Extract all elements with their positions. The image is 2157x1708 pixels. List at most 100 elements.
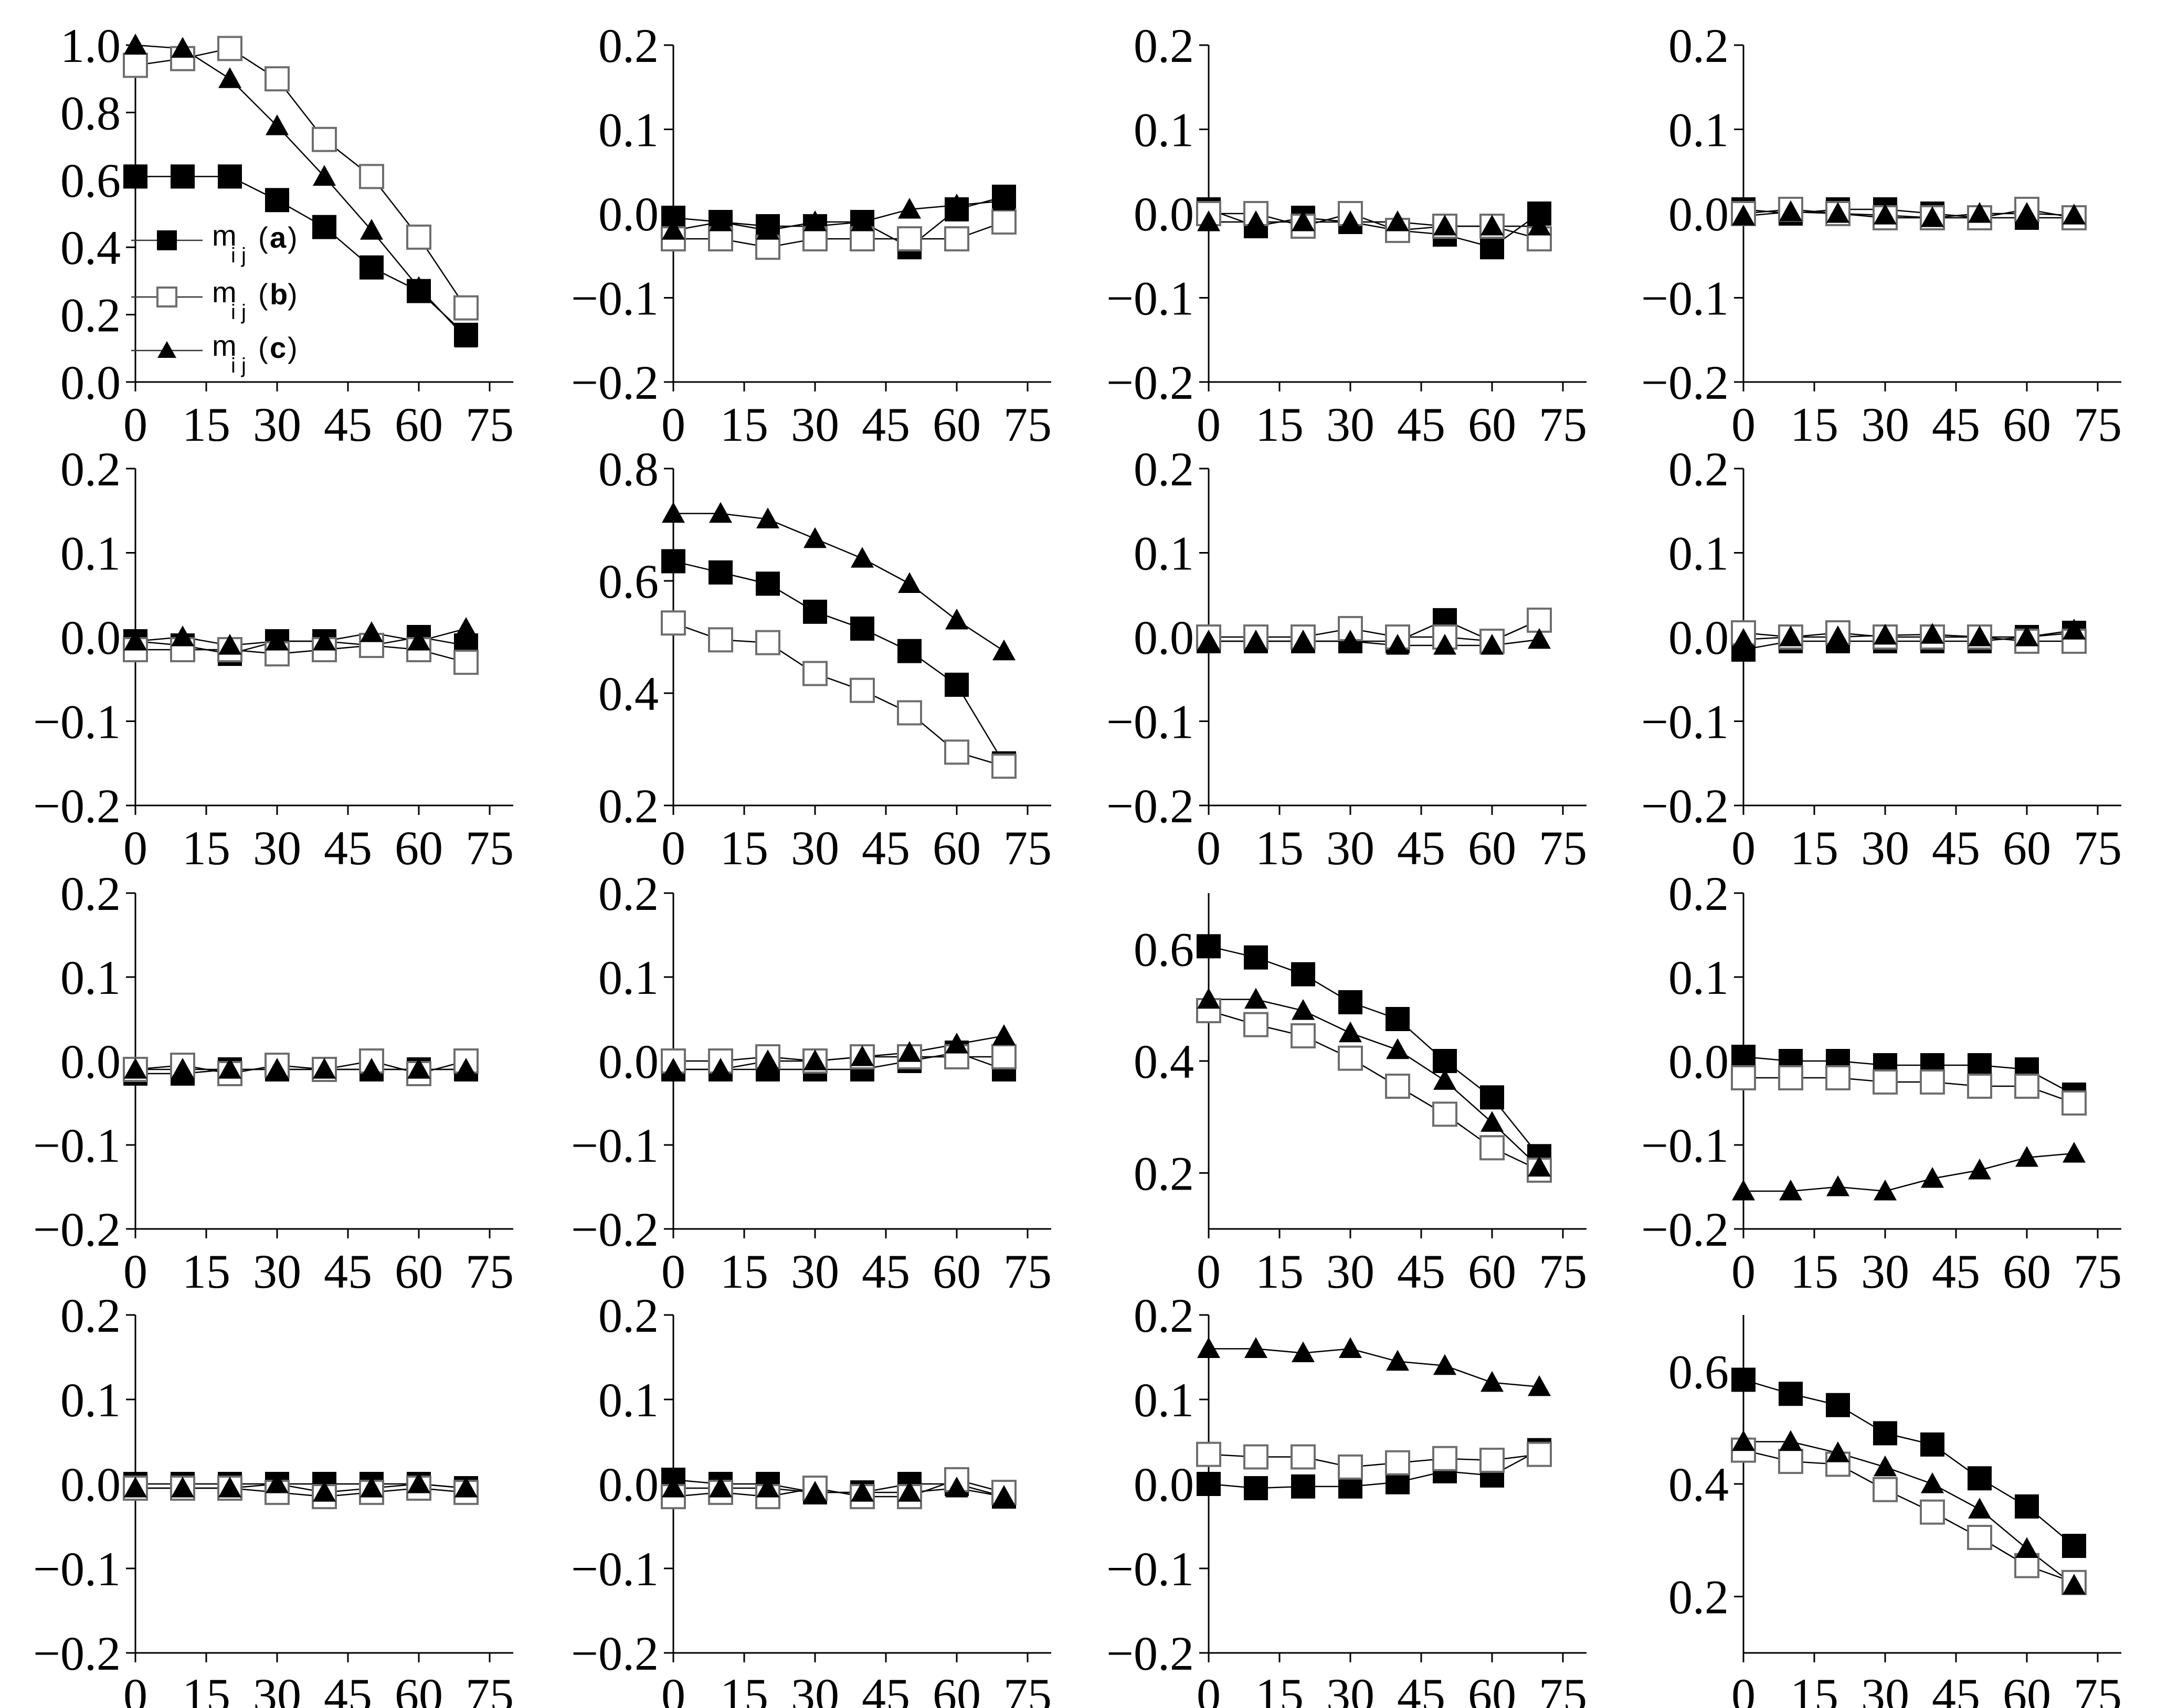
data-point-square-filled xyxy=(1826,1393,1850,1417)
y-tick-label: 0.0 xyxy=(60,611,121,664)
y-tick-label: 0.1 xyxy=(598,951,659,1004)
x-tick-label: 0 xyxy=(1731,398,1756,451)
x-tick-label: 45 xyxy=(1397,1669,1445,1708)
data-point-square-open xyxy=(1527,607,1552,633)
data-point-triangle xyxy=(1292,1341,1315,1363)
x-tick-label: 75 xyxy=(1539,398,1587,451)
x-tick-label: 75 xyxy=(1539,1245,1587,1298)
x-tick-label: 45 xyxy=(324,821,372,875)
data-point-triangle xyxy=(360,621,383,642)
data-point-square-open xyxy=(1338,1045,1363,1071)
x-tick-label: 30 xyxy=(791,1245,839,1298)
y-tick-label: 0.1 xyxy=(60,1373,121,1427)
data-point-triangle xyxy=(454,617,478,638)
data-point-square-filled xyxy=(1197,1472,1221,1496)
x-tick-label: 45 xyxy=(862,1669,910,1708)
data-point-triangle xyxy=(992,189,1016,210)
data-point-square-open xyxy=(1778,1065,1803,1090)
y-tick-label: 0.2 xyxy=(1134,1147,1194,1200)
data-point-triangle xyxy=(1968,1159,1991,1180)
data-point-square-open xyxy=(944,226,969,252)
data-point-square-open xyxy=(406,224,431,250)
data-point-square-open xyxy=(2014,1074,2039,1099)
data-point-square-open xyxy=(850,677,875,703)
data-point-square-open xyxy=(755,630,780,655)
y-tick-label: 0.2 xyxy=(60,289,121,342)
data-point-square-filled xyxy=(897,639,922,663)
x-tick-label: 60 xyxy=(1468,1669,1516,1708)
y-tick-label: −0.1 xyxy=(1641,272,1729,325)
data-point-square-filled xyxy=(1968,1053,1992,1077)
legend-label-open-paren: ( xyxy=(258,221,268,254)
data-point-triangle xyxy=(1197,210,1220,231)
x-tick-label: 75 xyxy=(2074,1245,2122,1298)
x-tick-label: 75 xyxy=(2074,821,2122,875)
y-tick-label: 0.2 xyxy=(60,867,121,920)
data-point-square-filled xyxy=(312,215,336,239)
data-point-triangle xyxy=(1292,210,1315,231)
y-tick-label: 0.1 xyxy=(1134,1373,1194,1427)
data-point-square-open xyxy=(1731,1065,1756,1090)
data-point-square-open xyxy=(1385,1074,1410,1099)
data-point-triangle xyxy=(803,1049,827,1070)
legend-label-letter: c xyxy=(270,331,286,364)
data-point-triangle xyxy=(1779,1430,1802,1451)
x-tick-label: 0 xyxy=(1731,1669,1756,1708)
data-point-square-open xyxy=(1920,1499,1945,1525)
data-point-square-open xyxy=(1479,1447,1505,1473)
y-tick-label: −0.1 xyxy=(1641,695,1729,749)
x-tick-label: 75 xyxy=(466,398,514,451)
data-point-triangle xyxy=(313,165,336,186)
legend-label-subscript: i j xyxy=(231,244,246,267)
data-point-square-filled xyxy=(1197,934,1221,959)
data-point-triangle xyxy=(1197,988,1220,1009)
data-point-triangle xyxy=(218,634,241,655)
data-point-triangle xyxy=(851,1045,874,1066)
x-tick-label: 15 xyxy=(720,1245,768,1298)
data-point-triangle xyxy=(1874,1180,1897,1201)
data-point-triangle xyxy=(1732,1180,1755,1201)
y-tick-label: 0.2 xyxy=(1134,1289,1194,1342)
data-point-triangle xyxy=(266,1472,289,1493)
x-tick-label: 30 xyxy=(1861,398,1909,451)
legend-label-subscript: i j xyxy=(231,301,246,324)
data-point-triangle xyxy=(1921,1472,1944,1493)
data-point-square-filled xyxy=(850,616,874,641)
data-point-triangle xyxy=(1386,1350,1409,1371)
y-tick-label: −0.2 xyxy=(33,1627,121,1680)
data-point-triangle xyxy=(945,1033,968,1054)
x-tick-label: 0 xyxy=(661,821,685,875)
data-point-square-filled xyxy=(171,164,195,189)
panel-2-2: 0.2 0.4 0.6 0.8 0 15 30 45 60 75 xyxy=(598,442,1052,875)
y-tick-label: 0.2 xyxy=(1668,1571,1729,1624)
y-tick-label: −0.2 xyxy=(1106,356,1194,409)
data-point-square-filled xyxy=(1920,1432,1944,1457)
data-point-triangle xyxy=(709,210,732,231)
data-point-triangle xyxy=(1779,1180,1802,1201)
data-point-triangle xyxy=(1528,215,1551,236)
data-point-triangle xyxy=(218,1477,241,1498)
legend-marker-square-open xyxy=(156,287,177,307)
panel-4-3: −0.2 −0.1 0.0 0.1 0.2 0 15 30 45 60 75 xyxy=(1106,1289,1587,1708)
panel-4-4: 0.2 0.4 0.6 0 15 30 45 60 75 xyxy=(1668,1315,2122,1708)
legend-label-m: m xyxy=(212,329,237,362)
x-tick-label: 15 xyxy=(182,1669,230,1708)
x-tick-label: 30 xyxy=(253,398,301,451)
x-tick-label: 30 xyxy=(791,821,839,875)
data-point-triangle xyxy=(454,1477,478,1498)
x-tick-label: 30 xyxy=(1326,1669,1374,1708)
panel-1-4: −0.2 −0.1 0.0 0.1 0.2 0 15 30 45 60 75 xyxy=(1641,19,2122,451)
x-tick-label: 0 xyxy=(123,1669,147,1708)
data-point-triangle xyxy=(662,1477,685,1498)
data-point-square-open xyxy=(312,126,337,152)
data-point-triangle xyxy=(662,219,685,240)
data-point-square-filled xyxy=(945,672,969,697)
x-tick-label: 15 xyxy=(1790,398,1838,451)
x-tick-label: 30 xyxy=(253,1245,301,1298)
data-point-triangle xyxy=(992,639,1016,661)
legend-label-letter: b xyxy=(270,278,288,311)
data-point-square-filled xyxy=(1244,945,1268,970)
x-tick-label: 30 xyxy=(1861,821,1909,875)
data-point-triangle xyxy=(1386,210,1409,231)
data-point-square-filled xyxy=(2062,1534,2086,1558)
